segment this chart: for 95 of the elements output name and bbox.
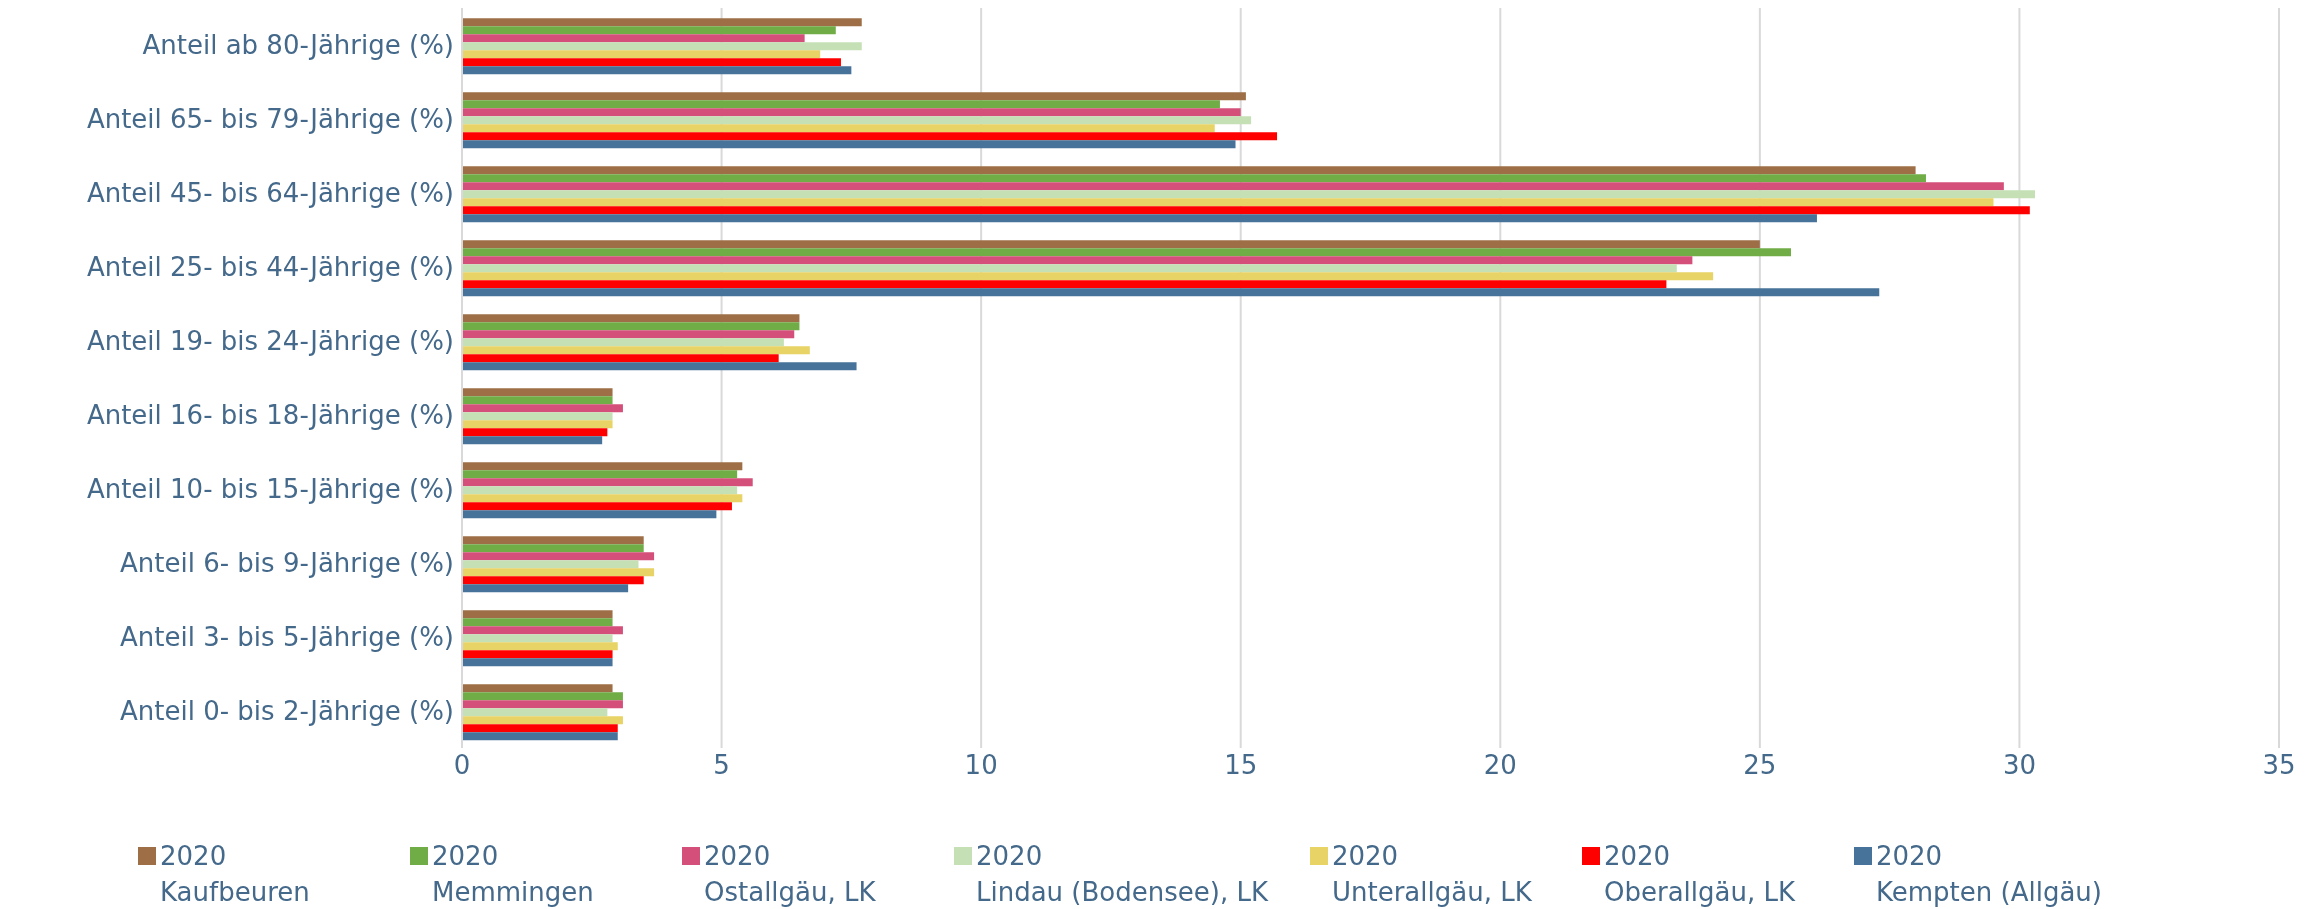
bar xyxy=(462,478,753,487)
bar xyxy=(462,708,608,717)
bar xyxy=(462,626,623,635)
x-tick-label: 25 xyxy=(1743,750,1777,781)
bar xyxy=(462,288,1880,297)
bar xyxy=(462,642,618,651)
bar xyxy=(462,420,613,429)
bar xyxy=(462,322,800,331)
bar xyxy=(462,536,644,545)
y-tick-label: Anteil 45- bis 64-Jährige (%) xyxy=(86,178,454,209)
bar xyxy=(462,42,862,51)
bar xyxy=(462,428,608,437)
bar xyxy=(462,272,1714,281)
bar xyxy=(462,280,1667,289)
bar xyxy=(462,92,1246,101)
bar xyxy=(462,634,613,643)
bar xyxy=(462,700,623,709)
bar xyxy=(462,462,743,471)
y-tick-label: Anteil 0- bis 2-Jährige (%) xyxy=(119,696,454,727)
bar xyxy=(462,206,2030,215)
bar xyxy=(462,124,1215,133)
bar xyxy=(462,198,1994,207)
y-tick-label: Anteil ab 80-Jährige (%) xyxy=(142,30,454,61)
y-tick-label: Anteil 16- bis 18-Jährige (%) xyxy=(86,400,454,431)
bar xyxy=(462,346,810,355)
bar xyxy=(462,214,1817,223)
bar xyxy=(462,494,743,503)
x-tick-label: 30 xyxy=(2002,750,2036,781)
bar xyxy=(462,248,1792,257)
bar xyxy=(462,50,821,59)
bar xyxy=(462,436,603,445)
y-tick-label: Anteil 25- bis 44-Jährige (%) xyxy=(86,252,454,283)
x-tick-label: 5 xyxy=(713,750,730,781)
bar xyxy=(462,486,738,495)
bar xyxy=(462,684,613,693)
y-tick-label: Anteil 65- bis 79-Jährige (%) xyxy=(86,104,454,135)
bar xyxy=(462,362,857,371)
bar xyxy=(462,618,613,627)
bar xyxy=(462,58,841,67)
x-tick-label: 0 xyxy=(453,750,471,781)
bar xyxy=(462,314,800,323)
bar xyxy=(462,388,613,397)
bar xyxy=(462,108,1241,117)
bar xyxy=(462,338,784,347)
bar xyxy=(462,510,717,519)
bar xyxy=(462,568,655,577)
bar xyxy=(462,174,1926,183)
bar xyxy=(462,650,613,659)
bar xyxy=(462,166,1916,175)
bar xyxy=(462,692,623,701)
bar xyxy=(462,658,613,667)
x-tick-label: 20 xyxy=(1483,750,1517,781)
bar xyxy=(462,18,862,27)
x-tick-label: 35 xyxy=(2262,750,2296,781)
bar xyxy=(462,584,629,593)
y-tick-label: Anteil 10- bis 15-Jährige (%) xyxy=(86,474,454,505)
bar xyxy=(462,716,623,725)
legend-label: 2020 Unterallgäu, LK xyxy=(1331,840,1532,909)
x-tick-label: 10 xyxy=(964,750,998,781)
bar xyxy=(462,256,1693,265)
bar xyxy=(462,34,805,43)
bar xyxy=(462,26,836,35)
bar xyxy=(462,470,738,479)
y-tick-label: Anteil 3- bis 5-Jährige (%) xyxy=(119,622,454,653)
bar xyxy=(462,396,613,405)
bar xyxy=(462,724,618,733)
legend-label: 2020 Oberallgäu, LK xyxy=(1603,840,1795,909)
bar xyxy=(462,182,2004,191)
bar xyxy=(462,264,1677,273)
bar xyxy=(462,66,852,75)
bar xyxy=(462,100,1220,109)
bar xyxy=(462,140,1236,149)
bar xyxy=(462,240,1760,249)
legend-label: 2020 Ostallgäu, LK xyxy=(704,840,876,909)
bar xyxy=(462,132,1278,141)
y-tick-label: Anteil 6- bis 9-Jährige (%) xyxy=(119,548,454,579)
legend-label: 2020 Kaufbeuren xyxy=(160,840,310,909)
bar xyxy=(462,544,644,553)
x-tick-label: 15 xyxy=(1224,750,1258,781)
legend-label: 2020 Memmingen xyxy=(432,840,594,909)
legend-label: 2020 Lindau (Bodensee), LK xyxy=(976,840,1268,909)
bar xyxy=(462,560,639,569)
bar xyxy=(462,610,613,619)
bar xyxy=(462,330,795,339)
y-tick-label: Anteil 19- bis 24-Jährige (%) xyxy=(86,326,454,357)
bar xyxy=(462,412,613,421)
bar xyxy=(462,116,1252,125)
bar xyxy=(462,190,2035,199)
bar xyxy=(462,354,779,363)
legend-label: 2020 Kempten (Allgäu) xyxy=(1875,840,2102,909)
bar xyxy=(462,552,655,561)
bar xyxy=(462,404,623,413)
bar xyxy=(462,576,644,585)
bar xyxy=(462,732,618,741)
bar xyxy=(462,502,732,511)
